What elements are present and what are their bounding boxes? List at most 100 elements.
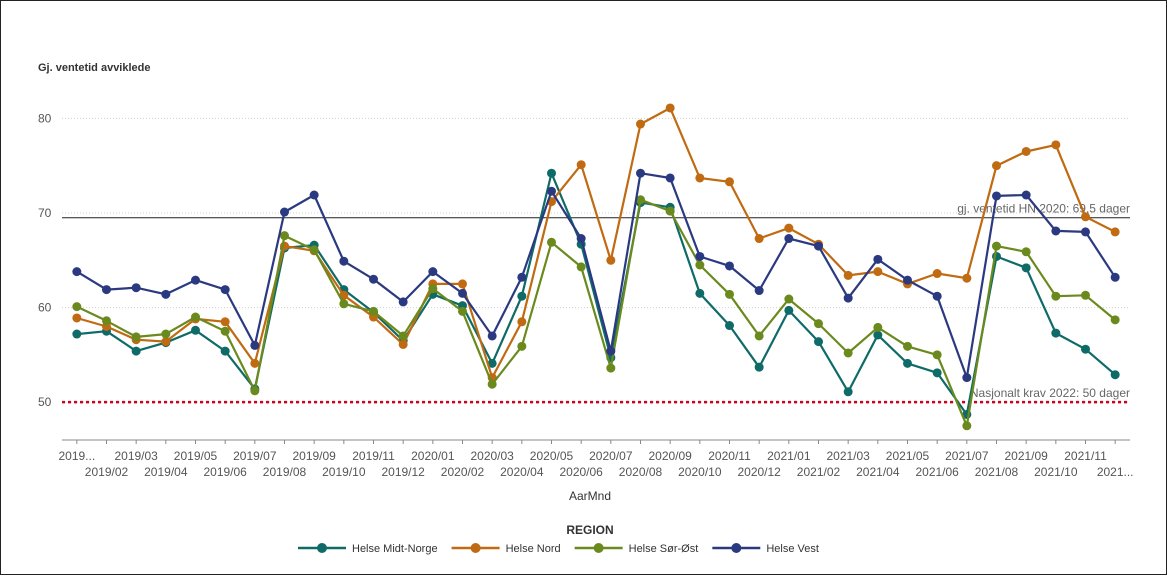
- data-point[interactable]: [1111, 227, 1120, 236]
- data-point[interactable]: [517, 317, 526, 326]
- data-point[interactable]: [221, 327, 230, 336]
- data-point[interactable]: [102, 285, 111, 294]
- data-point[interactable]: [161, 330, 170, 339]
- data-point[interactable]: [399, 340, 408, 349]
- data-point[interactable]: [250, 341, 259, 350]
- data-point[interactable]: [428, 284, 437, 293]
- legend-item[interactable]: Helse Sør-Øst: [575, 543, 699, 555]
- data-point[interactable]: [903, 359, 912, 368]
- data-point[interactable]: [873, 255, 882, 264]
- data-point[interactable]: [784, 224, 793, 233]
- data-point[interactable]: [873, 267, 882, 276]
- data-point[interactable]: [725, 261, 734, 270]
- data-point[interactable]: [1081, 212, 1090, 221]
- data-point[interactable]: [458, 289, 467, 298]
- data-point[interactable]: [369, 275, 378, 284]
- data-point[interactable]: [606, 256, 615, 265]
- data-point[interactable]: [72, 313, 81, 322]
- data-point[interactable]: [132, 347, 141, 356]
- data-point[interactable]: [933, 292, 942, 301]
- data-point[interactable]: [1022, 191, 1031, 200]
- data-point[interactable]: [221, 317, 230, 326]
- data-point[interactable]: [221, 285, 230, 294]
- data-point[interactable]: [72, 302, 81, 311]
- data-point[interactable]: [339, 257, 348, 266]
- data-point[interactable]: [903, 342, 912, 351]
- data-point[interactable]: [1081, 291, 1090, 300]
- data-point[interactable]: [814, 242, 823, 251]
- data-point[interactable]: [992, 161, 1001, 170]
- data-point[interactable]: [132, 283, 141, 292]
- data-point[interactable]: [1022, 263, 1031, 272]
- data-point[interactable]: [339, 299, 348, 308]
- data-point[interactable]: [1051, 226, 1060, 235]
- legend-item[interactable]: Helse Vest: [712, 543, 819, 555]
- data-point[interactable]: [695, 289, 704, 298]
- data-point[interactable]: [814, 319, 823, 328]
- data-point[interactable]: [458, 279, 467, 288]
- data-point[interactable]: [844, 294, 853, 303]
- data-point[interactable]: [755, 286, 764, 295]
- data-point[interactable]: [606, 364, 615, 373]
- data-point[interactable]: [666, 173, 675, 182]
- data-point[interactable]: [784, 306, 793, 315]
- data-point[interactable]: [280, 208, 289, 217]
- data-point[interactable]: [844, 271, 853, 280]
- data-point[interactable]: [873, 323, 882, 332]
- data-point[interactable]: [666, 103, 675, 112]
- data-point[interactable]: [1051, 292, 1060, 301]
- data-point[interactable]: [191, 313, 200, 322]
- data-point[interactable]: [72, 330, 81, 339]
- data-point[interactable]: [903, 276, 912, 285]
- data-point[interactable]: [755, 234, 764, 243]
- data-point[interactable]: [132, 332, 141, 341]
- data-point[interactable]: [310, 245, 319, 254]
- data-point[interactable]: [399, 297, 408, 306]
- data-point[interactable]: [962, 274, 971, 283]
- data-point[interactable]: [962, 421, 971, 430]
- data-point[interactable]: [666, 207, 675, 216]
- data-point[interactable]: [517, 342, 526, 351]
- data-point[interactable]: [1051, 140, 1060, 149]
- data-point[interactable]: [992, 191, 1001, 200]
- data-point[interactable]: [250, 359, 259, 368]
- data-point[interactable]: [725, 177, 734, 186]
- data-point[interactable]: [577, 262, 586, 271]
- data-point[interactable]: [1111, 370, 1120, 379]
- data-point[interactable]: [458, 307, 467, 316]
- data-point[interactable]: [636, 120, 645, 129]
- data-point[interactable]: [428, 267, 437, 276]
- data-point[interactable]: [725, 321, 734, 330]
- data-point[interactable]: [1081, 345, 1090, 354]
- data-point[interactable]: [517, 273, 526, 282]
- data-point[interactable]: [1022, 247, 1031, 256]
- data-point[interactable]: [695, 261, 704, 270]
- data-point[interactable]: [695, 173, 704, 182]
- data-point[interactable]: [933, 269, 942, 278]
- data-point[interactable]: [725, 290, 734, 299]
- data-point[interactable]: [962, 373, 971, 382]
- data-point[interactable]: [488, 331, 497, 340]
- data-point[interactable]: [636, 169, 645, 178]
- data-point[interactable]: [933, 368, 942, 377]
- data-point[interactable]: [1022, 147, 1031, 156]
- data-point[interactable]: [102, 316, 111, 325]
- data-point[interactable]: [280, 231, 289, 240]
- data-point[interactable]: [933, 350, 942, 359]
- data-point[interactable]: [547, 187, 556, 196]
- data-point[interactable]: [814, 337, 823, 346]
- data-point[interactable]: [161, 290, 170, 299]
- data-point[interactable]: [369, 307, 378, 316]
- data-point[interactable]: [488, 380, 497, 389]
- data-point[interactable]: [517, 292, 526, 301]
- data-point[interactable]: [844, 387, 853, 396]
- data-point[interactable]: [250, 386, 259, 395]
- data-point[interactable]: [547, 238, 556, 247]
- data-point[interactable]: [784, 295, 793, 304]
- legend-item[interactable]: Helse Nord: [452, 543, 561, 555]
- data-point[interactable]: [992, 242, 1001, 251]
- legend-item[interactable]: Helse Midt-Norge: [298, 543, 438, 555]
- legend[interactable]: Helse Midt-Norge Helse Nord Helse Sør-Øst H…: [298, 543, 819, 555]
- data-point[interactable]: [547, 169, 556, 178]
- data-point[interactable]: [399, 331, 408, 340]
